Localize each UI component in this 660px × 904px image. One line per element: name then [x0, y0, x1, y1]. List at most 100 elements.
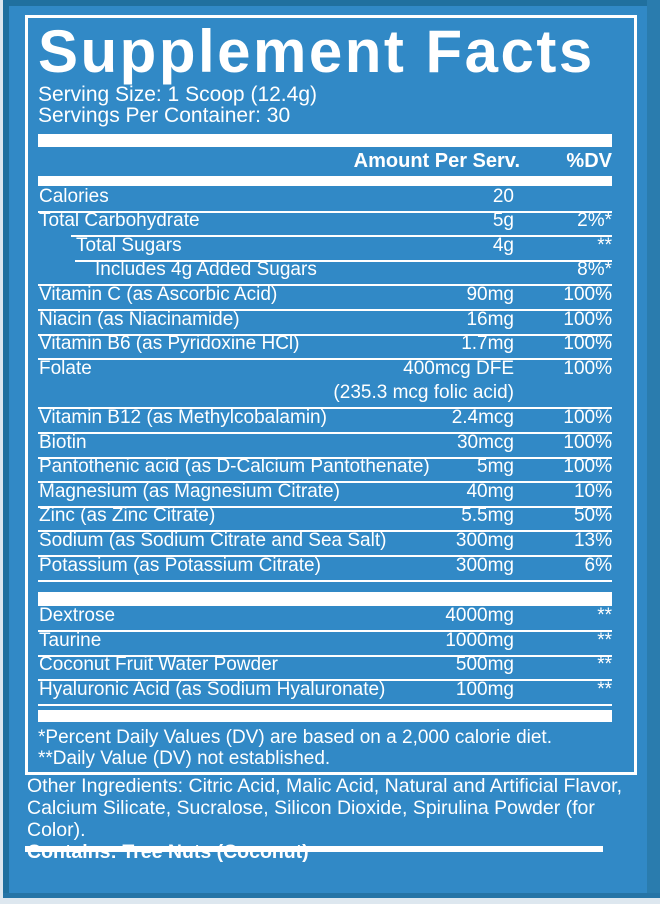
nutrient-name: Vitamin B6 (as Pyridoxine HCl) [39, 333, 300, 355]
table-row: Taurine 1000mg ** [38, 630, 612, 655]
table-row: Potassium (as Potassium Citrate) 300mg 6% [38, 555, 612, 580]
table-row: Includes 4g Added Sugars 8%* [75, 259, 612, 285]
nutrient-dv: 100% [563, 456, 612, 478]
table-row: Coconut Fruit Water Powder 500mg ** [38, 654, 612, 680]
bottom-rule [25, 846, 603, 852]
nutrient-name: Coconut Fruit Water Powder [39, 654, 278, 676]
nutrient-amount: 5.5mg [461, 505, 514, 527]
footnote-dv-basis: *Percent Daily Values (DV) are based on … [38, 726, 552, 748]
nutrient-name: Sodium (as Sodium Citrate and Sea Salt) [39, 529, 387, 551]
nutrient-dv: 100% [563, 308, 612, 330]
nutrient-amount: 300mg [455, 554, 514, 576]
footnotes: *Percent Daily Values (DV) are based on … [38, 727, 612, 769]
nutrient-amount: 90mg [466, 283, 514, 305]
nutrient-name: Magnesium (as Magnesium Citrate) [39, 480, 340, 502]
nutrient-dv: 13% [573, 529, 612, 551]
table-row: Vitamin C (as Ascorbic Acid) 90mg 100% [38, 284, 612, 309]
nutrient-dv: 100% [563, 431, 612, 453]
nutrient-amount: 20 [492, 185, 514, 207]
nutrient-amount: 400mcg DFE [403, 357, 514, 379]
nutrient-dv: 6% [584, 554, 612, 576]
table-row: Dextrose 4000mg ** [38, 605, 612, 631]
panel-title: Supplement Facts [38, 18, 595, 85]
nutrient-amount: 1000mg [445, 629, 514, 651]
table-row: Zinc (as Zinc Citrate) 5.5mg 50% [38, 505, 612, 531]
nutrient-amount: 30mcg [456, 431, 514, 453]
nutrient-name: Pantothenic acid (as D-Calcium Pantothen… [39, 456, 430, 478]
nutrient-dv: 100% [563, 357, 612, 379]
nutrient-name: Zinc (as Zinc Citrate) [39, 505, 216, 527]
nutrient-dv: 100% [563, 406, 612, 428]
nutrient-amount: 300mg [455, 529, 514, 551]
table-row: Total Carbohydrate 5g 2%* [38, 210, 612, 236]
nutrient-amount: 40mg [466, 480, 514, 502]
nutrient-name: Includes 4g Added Sugars [95, 259, 317, 281]
table-row: Calories 20 [38, 186, 612, 211]
nutrient-name: Taurine [39, 629, 102, 651]
nutrient-name: Folate [39, 357, 92, 379]
table-row: Pantothenic acid (as D-Calcium Pantothen… [38, 456, 612, 482]
table-row: Biotin 30mcg 100% [38, 432, 612, 457]
nutrient-dv: ** [597, 605, 612, 627]
nutrient-name: Calories [39, 185, 109, 207]
top-edge-shade [0, 0, 660, 6]
nutrient-name: Hyaluronic Acid (as Sodium Hyaluronate) [39, 678, 386, 700]
table-header: Amount Per Serv. %DV [38, 150, 612, 174]
nutrient-amount: 5mg [477, 456, 514, 478]
table-row-note: (235.3 mcg folic acid) [38, 382, 612, 408]
nutrient-name: Biotin [39, 431, 87, 453]
nutrient-name: Vitamin C (as Ascorbic Acid) [39, 283, 278, 305]
bottom-edge-highlight [0, 898, 660, 904]
nutrient-name: Dextrose [39, 605, 116, 627]
nutrient-amount: 100mg [455, 678, 514, 700]
nutrient-dv: ** [597, 629, 612, 651]
footnote-dv-not-established: **Daily Value (DV) not established. [38, 747, 331, 769]
nutrient-amount: 2.4mcg [451, 406, 514, 428]
table-row: Hyaluronic Acid (as Sodium Hyaluronate) 1… [38, 679, 612, 704]
nutrient-dv: ** [597, 678, 612, 700]
nutrient-dv: 100% [563, 333, 612, 355]
divider-bar-medium [38, 176, 612, 186]
section-gap [38, 582, 612, 592]
contains-statement: Contains: Tree Nuts (Coconut) [27, 841, 309, 863]
servings-per-container: Servings Per Container: 30 [38, 104, 291, 127]
nutrient-dv: 50% [573, 505, 612, 527]
nutrient-dv: 100% [563, 283, 612, 305]
bottom-edge-shade [0, 893, 660, 898]
nutrient-dv: 2%* [577, 210, 612, 232]
amount-column-header: Amount Per Serv. [353, 150, 520, 172]
nutrient-name: Total Carbohydrate [39, 210, 200, 232]
nutrient-table: Calories 20 Total Carbohydrate 5g 2%* Total S… [38, 186, 612, 582]
serving-info: Serving Size: 1 Scoop (12.4g) Servings P… [38, 84, 612, 126]
table-row: Magnesium (as Magnesium Citrate) 40mg 10% [38, 481, 612, 506]
nutrient-name: Total Sugars [76, 234, 182, 256]
left-edge-highlight [0, 0, 3, 904]
table-row: Niacin (as Niacinamide) 16mg 100% [38, 309, 612, 334]
serving-size: Serving Size: 1 Scoop (12.4g) [38, 83, 317, 106]
nutrient-dv: 10% [573, 480, 612, 502]
other-ingredients-line2: Calcium Silicate, Sucralose, Silicon Dio… [27, 797, 595, 841]
nutrient-name: Vitamin B12 (as Methylcobalamin) [39, 406, 327, 428]
dv-column-header: %DV [566, 150, 612, 172]
left-edge-shade [3, 0, 9, 904]
table-row: Folate 400mcg DFE 100% [38, 358, 612, 383]
table-row: Vitamin B6 (as Pyridoxine HCl) 1.7mg 100% [38, 333, 612, 359]
nutrient-name: Niacin (as Niacinamide) [39, 308, 240, 330]
nutrient-amount: 5g [492, 210, 514, 232]
table-row: Vitamin B12 (as Methylcobalamin) 2.4mcg 10… [38, 407, 612, 432]
supplement-facts-panel: Supplement Facts Serving Size: 1 Scoop (… [25, 15, 637, 775]
nutrient-name: Potassium (as Potassium Citrate) [39, 554, 321, 576]
table-row: Total Sugars 4g ** [71, 235, 612, 260]
nutrient-amount: 4g [492, 234, 514, 256]
other-compounds-table: Dextrose 4000mg ** Taurine 1000mg ** Coconut F… [38, 605, 612, 706]
nutrient-dv: ** [597, 234, 612, 256]
nutrient-dv: ** [597, 654, 612, 676]
nutrient-amount: 16mg [466, 308, 514, 330]
nutrient-amount: 1.7mg [461, 333, 514, 355]
table-row: Sodium (as Sodium Citrate and Sea Salt) 3… [38, 530, 612, 555]
divider-bar-thick [38, 709, 612, 722]
nutrient-dv: 8%* [577, 259, 612, 281]
right-edge-shade [647, 0, 660, 904]
divider-bar-thick [38, 134, 612, 147]
